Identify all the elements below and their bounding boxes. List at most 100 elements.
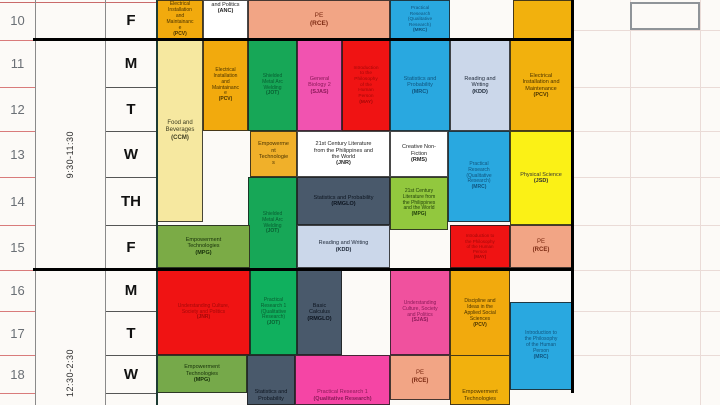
pe-rce-f-morning[interactable]: PE (RCE) (248, 0, 390, 40)
day-label: W (123, 145, 139, 163)
empowerment-technologies-mpg-f15[interactable]: Empowerment Technologies (MPG) (157, 225, 250, 268)
intro-philosophy-human-person-may-mt[interactable]: Introduction to the Philosophy of the Human P… (342, 40, 390, 131)
cell-text-line: Reading and Writing (318, 240, 369, 247)
gridline (0, 355, 35, 356)
day-cell-w-13[interactable]: W (105, 131, 157, 177)
statistics-probability-rmglo-th[interactable]: Statistics and Probability (RMGLO) (297, 177, 390, 225)
food-and-beverages-ccm[interactable]: Food and Beverages (CCM) (157, 40, 203, 222)
understanding-culture-society-politics-jnr[interactable]: Understanding Culture, Society and Politi… (157, 270, 250, 355)
cell-text-line: Empowerment (185, 236, 222, 243)
cell-text-line: (RMGLO) (307, 315, 332, 322)
cell-text-line: Ideas in the (467, 304, 493, 311)
time-range-cell[interactable]: 12:30-2:30 (35, 270, 105, 405)
reading-writing-kdd-mt[interactable]: Reading and Writing (KDD) (450, 40, 510, 131)
day-cell-t-12[interactable]: T (105, 87, 157, 131)
cell-text-line: (MPG) (411, 211, 427, 218)
row-number-cell[interactable]: 12 (0, 87, 35, 131)
electrical-installation-maintenance-pcv-right[interactable]: Electrical Installation and Maintenance (PC… (510, 40, 572, 131)
cell-text-line: the Philosophy (524, 336, 558, 343)
cell-text-line: (SJAS) (411, 317, 429, 324)
gridline (574, 270, 720, 271)
general-biology-2-sjas[interactable]: General Biology 2 (SJAS) (297, 40, 342, 131)
reading-writing-kdd-f15[interactable]: Reading and Writing (KDD) (297, 225, 390, 268)
row-number-cell[interactable]: 15 (0, 225, 35, 270)
gridline (0, 225, 35, 226)
shielded-metal-arc-welding-mt[interactable]: Shielded Metal Arc Welding (JOT) (248, 40, 297, 131)
cell-text-line: Research) (261, 314, 286, 321)
practical-research-qualitative-mrc-wth[interactable]: Practical Research (Qualitative Research) (M… (448, 131, 510, 222)
cell-text-line: Technologie (258, 154, 289, 160)
pe-rce-w18[interactable]: PE (RCE) (390, 355, 450, 400)
cell-text-line: (PCV) (473, 321, 487, 328)
time-range-cell[interactable]: 9:30-11:30 (35, 40, 105, 270)
understanding-culture-society-politics-sjas[interactable]: Understanding Culture, Society and Politic… (390, 270, 450, 355)
cell-text-line: e (178, 24, 182, 31)
shielded-metal-arc-welding-thf[interactable]: Shielded Metal Arc Welding (JOT) (248, 177, 297, 270)
cell-text-line: Philosophy (354, 77, 378, 83)
cell-text-line: Reading and (464, 75, 496, 82)
cell-text-line: (MPG) (195, 249, 212, 256)
unlabeled-gold-cell[interactable] (513, 0, 572, 40)
empowerment-technologies-mpg-w18[interactable]: Empowerment Technologies (MPG) (157, 355, 247, 393)
creative-non-fiction-rms[interactable]: Creative Non- Fiction (RMS) (390, 131, 448, 177)
21st-century-literature-jnr[interactable]: 21st Century Literature from the Philippi… (297, 131, 390, 177)
politics-anc[interactable]: and Politics (ANC) (203, 0, 248, 40)
row-number-cell[interactable]: 10 (0, 0, 35, 40)
gridline (574, 131, 720, 132)
cell-text-line: Statistics and Probability (313, 194, 374, 201)
day-cell-f-15[interactable]: F (105, 225, 157, 270)
practical-research-1-qualitative-w18[interactable]: Practical Research 1 (Qualitative Researc… (295, 355, 390, 405)
cell-text-line: of the Human (525, 342, 557, 349)
row-number-cell[interactable]: 17 (0, 311, 35, 355)
physical-science-jsd[interactable]: Physical Science (JSD) (510, 131, 572, 225)
cell-text-line: (RCE) (411, 377, 429, 384)
row-number-cell[interactable]: 18 (0, 355, 35, 393)
cell-text-line: and the World (403, 205, 435, 212)
cell-text-line: (MAY) (359, 99, 373, 105)
cell-text-line: Electrical (529, 72, 553, 79)
row-number-cell[interactable]: 11 (0, 40, 35, 87)
statistics-probability-mrc-mt[interactable]: Statistics and Probability (MRC) (390, 40, 450, 131)
day-cell-th-14[interactable]: TH (105, 177, 157, 225)
row-number-cell[interactable]: 13 (0, 131, 35, 177)
21st-century-literature-mpg-th[interactable]: 21st Century Literature from the Philippin… (390, 177, 448, 230)
gridline (574, 177, 720, 178)
day-cell-f-10[interactable]: F (105, 0, 157, 40)
day-cell-m-11[interactable]: M (105, 40, 157, 87)
practical-research-1-qualitative-jot[interactable]: Practical Research 1 (Qualitative Research)… (250, 270, 297, 355)
cell-text-line: Research) (408, 22, 432, 28)
cell-text-line: of the (359, 82, 372, 88)
empowerment-technologies-w13[interactable]: Empowerme nt Technologie s (250, 131, 297, 177)
cell-text-line: Metal Arc (262, 216, 283, 223)
cell-text-line: Technologies (187, 243, 220, 250)
cell-text-line: from the Philippines and (313, 147, 373, 154)
electrical-installation-maintenance-mt[interactable]: Electrical Installation and Maintainanc e (PC… (203, 40, 248, 131)
cell-text-line: Human (358, 88, 374, 94)
cell-text-line: Research) (467, 178, 491, 185)
selected-empty-cell[interactable] (630, 2, 700, 30)
cell-text-line: e (224, 90, 227, 97)
thick-divider (571, 0, 574, 393)
empowerment-technologies-w18-gold[interactable]: Empowerment Technologies (450, 355, 510, 405)
basic-calculus-rmglo[interactable]: Basic Calculus (RMGLO) (297, 270, 342, 355)
discipline-ideas-applied-social-sciences-pcv[interactable]: Discipline and Ideas in the Applied Social… (450, 270, 510, 358)
cell-text-line: Probability (407, 82, 433, 89)
cell-text-line: Physical Science (520, 171, 562, 178)
cell-text-line: Fiction (410, 150, 428, 157)
row-number-label: 16 (10, 283, 25, 298)
row-number-cell[interactable]: 16 (0, 270, 35, 311)
day-cell-t-17[interactable]: T (105, 311, 157, 355)
practical-research-qualitative-mrc-f[interactable]: Practical Research (Qualitative Research) (M… (390, 0, 450, 40)
pe-rce-f15[interactable]: PE (RCE) (510, 225, 572, 268)
time-range-label: 9:30-11:30 (65, 131, 75, 179)
column-divider (156, 0, 158, 405)
row-number-cell[interactable]: 14 (0, 177, 35, 225)
cell-text-line: Installation (213, 72, 238, 79)
electrical-installation-maintenance-f[interactable]: Electrical Installation and Maintainanc e (PC… (157, 0, 203, 40)
statistics-probability-w18[interactable]: Statistics and Probability (247, 355, 295, 405)
day-cell-w-18[interactable]: W (105, 355, 157, 393)
intro-philosophy-human-person-may-f15[interactable]: Introduction to the Philosophy of the Huma… (450, 225, 510, 268)
day-cell-m-16[interactable]: M (105, 270, 157, 311)
intro-philosophy-human-person-mrc[interactable]: Introduction to the Philosophy of the Huma… (510, 302, 572, 390)
gridline (574, 225, 720, 226)
